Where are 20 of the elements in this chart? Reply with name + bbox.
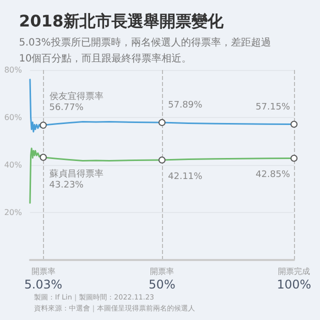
data-label: 42.85% (256, 170, 290, 180)
data-label: 56.77% (49, 103, 84, 114)
y-tick-label: 20% (4, 208, 22, 217)
text: 侯友宜得票率 (49, 91, 104, 102)
data-label: 42.11% (168, 172, 203, 182)
y-tick-label: 60% (4, 113, 22, 122)
data-label: 57.89% (168, 100, 203, 111)
data-label: 43.23% (49, 180, 84, 190)
x-tick-label: 5.03% (24, 278, 62, 292)
x-tick-label: 100% (276, 278, 312, 292)
text: 開票率 (31, 267, 56, 276)
text: 開票完成 (278, 267, 310, 276)
text: 開票率 (150, 267, 174, 276)
chart-subtitle: 5.03%投票所已開票時，兩名候選人的得票率，差距超過 10個百分點，而且跟最終得票率相近。 (19, 36, 271, 64)
series-label: 蘇貞昌得票率 (49, 168, 104, 180)
chart-title: 2018新北市長選舉開票變化 (19, 12, 225, 30)
x-tick-label: 50% (148, 278, 176, 292)
data-label: 57.15% (256, 102, 290, 112)
y-tick-label: 80% (4, 66, 22, 74)
y-tick-label: 40% (4, 160, 22, 170)
